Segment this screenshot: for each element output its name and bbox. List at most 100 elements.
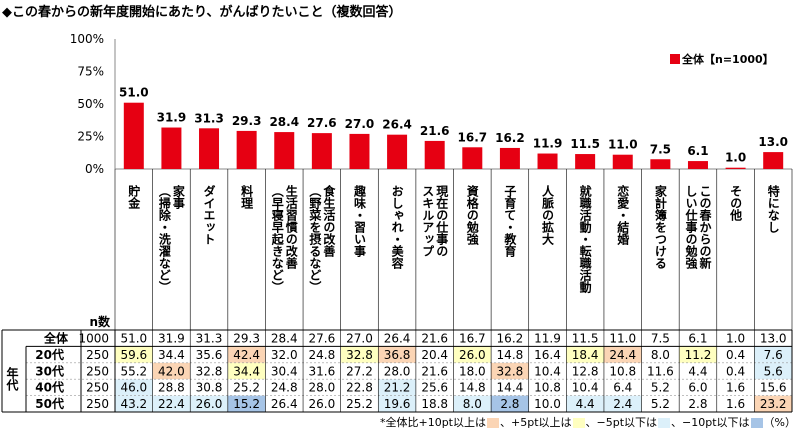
table-cell: 16.4 — [534, 348, 561, 362]
table-cell: 10.0 — [534, 397, 561, 411]
highlight-cell — [340, 346, 379, 363]
table-cell: 26.0 — [309, 397, 336, 411]
table-cell: 18.0 — [459, 364, 486, 378]
data-label: 21.6 — [420, 124, 450, 138]
table-cell: 1.6 — [726, 381, 745, 395]
bar — [725, 167, 746, 169]
table-cell: 25.2 — [346, 397, 373, 411]
row-n: 1000 — [78, 332, 109, 346]
table-cell: 27.2 — [346, 364, 373, 378]
table-cell: 8.0 — [463, 397, 482, 411]
table-cell: 10.8 — [609, 364, 636, 378]
table-cell: 32.0 — [271, 348, 298, 362]
data-label: 11.0 — [608, 138, 638, 152]
highlight-cell — [227, 395, 266, 412]
bar — [650, 159, 671, 169]
category-label: 食生活の改善 — [322, 184, 336, 258]
table-cell: 26.4 — [271, 397, 298, 411]
data-label: 31.3 — [194, 111, 224, 125]
table-cell: 11.6 — [647, 364, 674, 378]
data-label: 7.5 — [650, 142, 671, 156]
category-label: しい仕事の勉強 — [684, 185, 698, 270]
footnote-sep2: 、−5pt以下は — [585, 416, 658, 429]
row-label: 30代 — [35, 363, 64, 378]
table-cell: 59.6 — [120, 348, 147, 362]
table-cell: 11.0 — [609, 332, 636, 346]
row-label: 20代 — [35, 347, 64, 362]
table-cell: 5.2 — [651, 381, 670, 395]
highlight-cell — [491, 395, 529, 412]
table-cell: 20.4 — [421, 348, 448, 362]
category-label: （野菜を摂るなど） — [308, 185, 322, 293]
category-label: スキルアップ — [421, 185, 435, 257]
highlight-cell — [378, 346, 416, 363]
table-cell: 32.8 — [196, 364, 223, 378]
highlight-cell — [115, 346, 153, 363]
table-cell: 24.8 — [271, 381, 298, 395]
highlight-cell — [378, 395, 416, 412]
category-label: おしゃれ・美容 — [390, 185, 404, 270]
data-label: 16.7 — [458, 130, 488, 144]
table-cell: 34.4 — [158, 348, 185, 362]
table-cell: 43.2 — [120, 397, 147, 411]
category-label: 子育て・教育 — [503, 185, 517, 258]
row-n: 250 — [86, 381, 109, 395]
table-cell: 11.5 — [572, 332, 599, 346]
bar — [687, 161, 708, 169]
age-group-label: 年代 — [5, 366, 19, 392]
table-cell: 6.4 — [613, 381, 632, 395]
highlight-cell — [491, 362, 529, 380]
table-cell: 0.4 — [726, 364, 745, 378]
table-cell: 15.6 — [760, 381, 787, 395]
category-label: 生活習慣の改善 — [284, 184, 298, 270]
table-cell: 30.8 — [196, 381, 223, 395]
category-label: 貯金 — [127, 184, 141, 210]
table-cell: 31.6 — [309, 364, 336, 378]
bar — [612, 154, 633, 169]
plus5-swatch — [572, 418, 585, 428]
table-cell: 26.0 — [459, 348, 486, 362]
data-label: 11.5 — [570, 137, 600, 151]
table-cell: 6.0 — [688, 381, 707, 395]
bar — [161, 127, 182, 169]
bar — [499, 147, 520, 169]
minus10-swatch — [750, 418, 763, 428]
table-cell: 0.4 — [726, 348, 745, 362]
data-label: 13.0 — [758, 135, 788, 149]
bar — [387, 134, 408, 169]
table-cell: 36.8 — [384, 348, 411, 362]
data-label: 16.2 — [495, 131, 525, 145]
table-cell: 46.0 — [120, 381, 147, 395]
n-header: n数 — [89, 314, 111, 329]
y-tick-label: 0% — [85, 162, 104, 176]
data-label: 1.0 — [725, 151, 746, 165]
table-cell: 25.6 — [421, 381, 448, 395]
row-n: 250 — [86, 397, 109, 411]
table-cell: 7.5 — [651, 332, 670, 346]
table-cell: 21.6 — [421, 364, 448, 378]
data-label: 31.9 — [157, 111, 187, 125]
bar — [123, 102, 144, 169]
plus10-swatch — [487, 418, 499, 428]
category-label: 家事 — [171, 184, 185, 210]
bar-chart: 100% 75% 50% 25% 0% 51.0 31.9 31.3 29.3 28.4 27.6 2… — [1, 32, 793, 413]
highlight-cell — [453, 395, 492, 412]
category-label: 趣味・習い事 — [352, 184, 366, 258]
table-cell: 18.4 — [572, 348, 599, 362]
row-label: 全体 — [43, 331, 69, 346]
category-label: 資格の勉強 — [465, 184, 479, 246]
table-cell: 14.8 — [459, 381, 486, 395]
data-label: 29.3 — [232, 114, 262, 128]
highlight-cell — [115, 379, 153, 396]
legend-swatch — [670, 54, 680, 64]
table-cell: 8.0 — [651, 348, 670, 362]
data-label: 26.4 — [382, 118, 412, 132]
table-cell: 24.8 — [309, 348, 336, 362]
data-label: 27.6 — [307, 116, 337, 130]
table-cell: 22.4 — [158, 397, 185, 411]
table-cell: 16.7 — [459, 332, 486, 346]
highlight-cell — [679, 346, 717, 363]
row-n: 250 — [86, 348, 109, 362]
row-label: 40代 — [35, 380, 64, 395]
chart-title: ◆この春からの新年度開始にあたり、がんばりたいこと（複数回答） — [2, 5, 402, 20]
